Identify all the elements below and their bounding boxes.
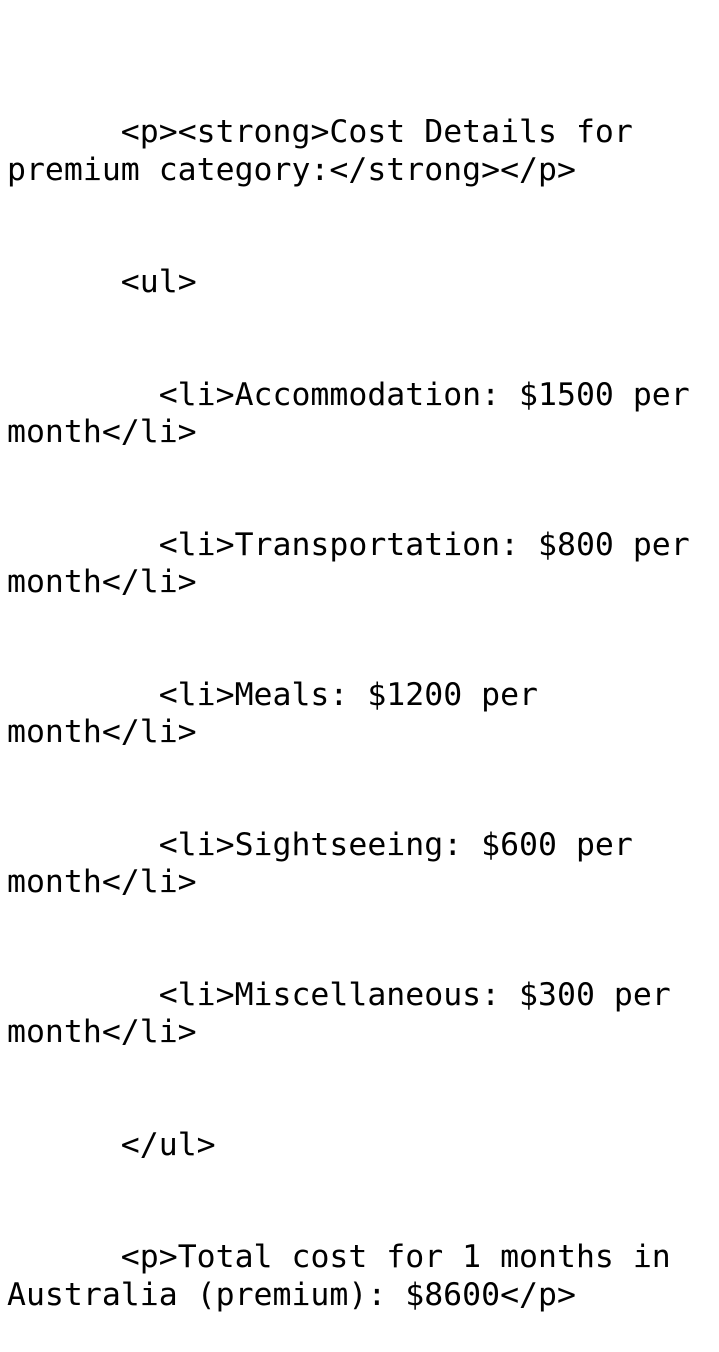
- list-item-miscellaneous: <li>Miscellaneous: $300 per month</li>: [7, 976, 690, 1051]
- cost-details-heading-line: <p><strong>Cost Details for premium cate…: [7, 114, 652, 188]
- html-source-text: <p><strong>Cost Details for premium cate…: [7, 39, 712, 1352]
- list-item-transportation: <li>Transportation: $800 per month</li>: [7, 526, 709, 601]
- list-item-accommodation: <li>Accommodation: $1500 per month</li>: [7, 376, 709, 451]
- total-cost-line: <p>Total cost for 1 months in Australia …: [7, 1239, 690, 1313]
- list-item-sightseeing: <li>Sightseeing: $600 per month</li>: [7, 826, 652, 901]
- list-close-line: </ul>: [7, 1126, 216, 1163]
- list-item-meals: <li>Meals: $1200 per month</li>: [7, 676, 557, 751]
- list-open-line: <ul>: [7, 264, 197, 300]
